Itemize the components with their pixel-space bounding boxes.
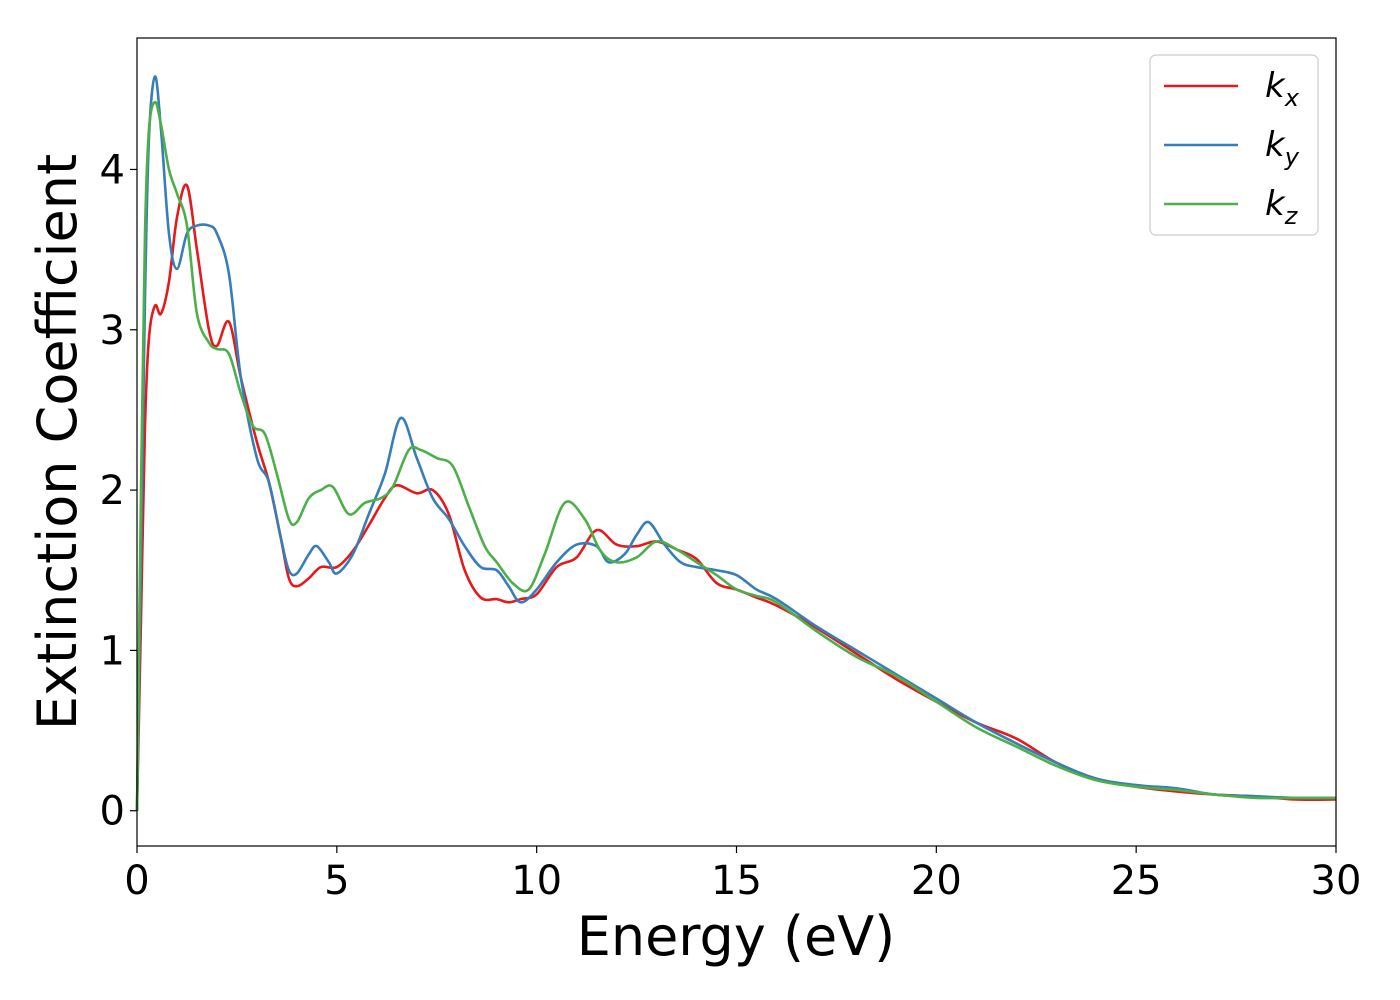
x-tick-label: 25 (1111, 858, 1162, 904)
x-tick-label: 30 (1311, 858, 1362, 904)
x-tick-label: 15 (711, 858, 762, 904)
y-axis-ticks: 0 1 2 3 4 (100, 147, 137, 835)
legend-label-k-x: kx (1265, 66, 1300, 112)
x-tick-label: 0 (124, 858, 149, 904)
y-tick-label: 3 (100, 308, 125, 354)
x-tick-label: 10 (511, 858, 562, 904)
series-line-k-y (135, 75, 1337, 811)
y-tick-label: 1 (100, 628, 125, 674)
x-tick-label: 5 (324, 858, 349, 904)
legend-label-k-y: ky (1265, 125, 1300, 171)
legend-label-k-z: kz (1265, 184, 1299, 230)
x-axis-ticks: 0 5 10 15 20 25 30 (124, 846, 1361, 904)
y-tick-label: 0 (100, 789, 125, 835)
y-tick-label: 2 (100, 468, 125, 514)
y-axis-title: Extinction Coefficient (26, 154, 89, 730)
x-tick-label: 20 (911, 858, 962, 904)
legend: kx ky kz (1149, 54, 1319, 236)
y-tick-label: 4 (100, 147, 125, 193)
series-line-k-z (135, 100, 1336, 811)
x-axis-title: Energy (eV) (577, 905, 896, 968)
series-layer (135, 75, 1337, 811)
